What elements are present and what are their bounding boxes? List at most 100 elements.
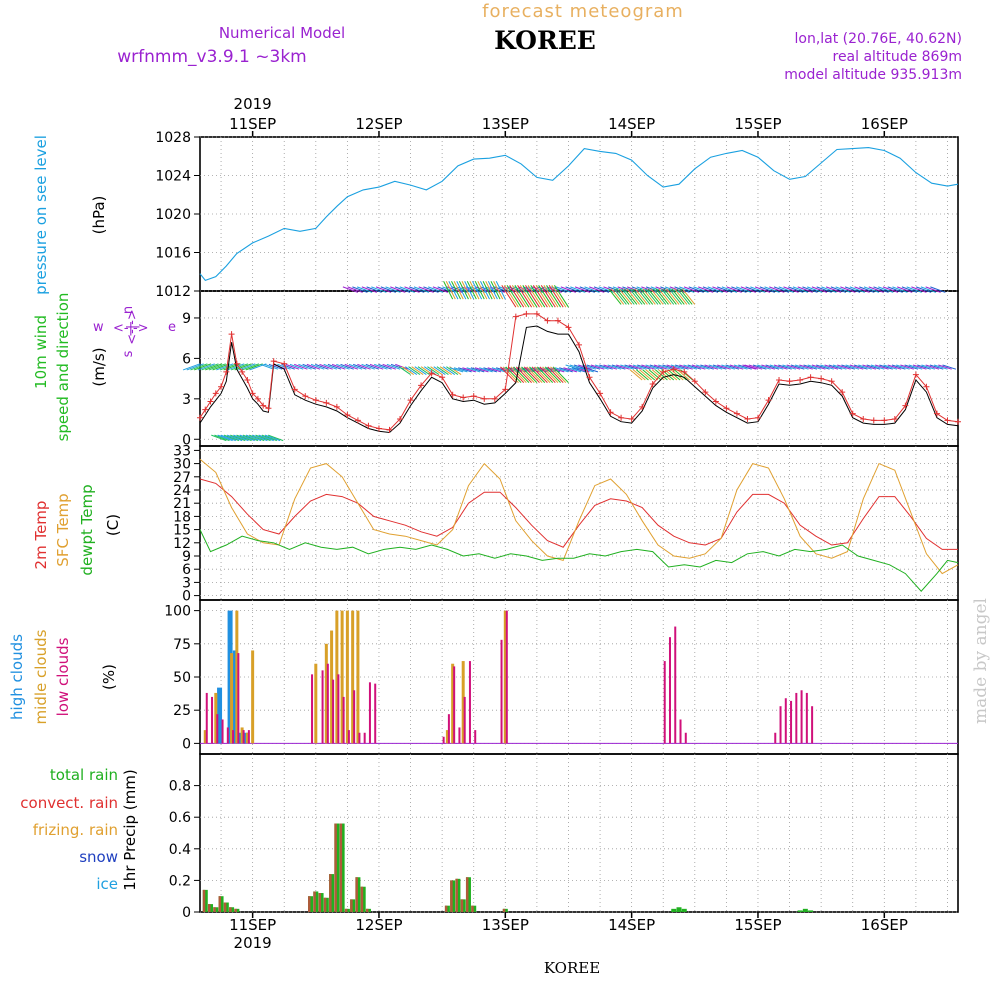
wind-barb bbox=[249, 434, 265, 442]
y-tick-label: 24 bbox=[173, 483, 191, 499]
dewpoint-line bbox=[199, 529, 959, 592]
wind-gust-marker bbox=[197, 414, 203, 421]
wind-gust-marker bbox=[291, 386, 298, 393]
wind-unit-label: (m/s) bbox=[90, 347, 108, 386]
wind-barb bbox=[721, 364, 735, 370]
meteogram-title: forecast meteogram bbox=[482, 1, 684, 22]
wind-barb bbox=[901, 286, 918, 293]
wind-barb bbox=[285, 363, 300, 370]
wind-barb bbox=[738, 364, 752, 370]
wind-barb bbox=[539, 366, 556, 384]
wind-barb bbox=[356, 286, 373, 293]
wind-barb bbox=[217, 434, 233, 442]
wind-barb bbox=[319, 363, 333, 370]
wind-barb bbox=[859, 286, 875, 293]
wind-barb bbox=[925, 364, 940, 370]
wind-barb bbox=[645, 288, 659, 305]
wind-barb bbox=[506, 285, 522, 308]
wind-gust-marker bbox=[460, 394, 467, 401]
wind-barb bbox=[401, 366, 414, 375]
wind-barb bbox=[395, 363, 409, 370]
wind-barb bbox=[242, 434, 259, 442]
precip-total-bar bbox=[808, 910, 814, 912]
precip-total-bar bbox=[797, 910, 803, 912]
wind-barb bbox=[261, 434, 278, 442]
day-label-top: 12SEP bbox=[355, 115, 402, 133]
day-label-bottom: 12SEP bbox=[355, 916, 402, 934]
wind-barb bbox=[294, 363, 308, 370]
cloud-bar bbox=[337, 674, 340, 744]
wind-barb bbox=[920, 286, 937, 293]
y-tick-label: 6 bbox=[182, 351, 191, 367]
wind-gust-marker bbox=[354, 417, 361, 424]
cloud-bar bbox=[311, 674, 314, 744]
wind-gust-marker bbox=[202, 406, 209, 413]
wind-gust-marker bbox=[912, 371, 919, 378]
wind-barb bbox=[214, 434, 230, 442]
day-label-top: 16SEP bbox=[861, 115, 908, 133]
wind-barb bbox=[590, 364, 605, 370]
wind-barb bbox=[456, 281, 467, 300]
wind-barb bbox=[298, 363, 312, 370]
wind-barb bbox=[233, 434, 249, 442]
wind-barb bbox=[908, 364, 923, 370]
wind-barb bbox=[487, 281, 498, 300]
wind-barb bbox=[853, 364, 868, 370]
wind-barb bbox=[858, 364, 872, 370]
wind-gust-marker bbox=[544, 317, 551, 324]
wind-barb bbox=[252, 434, 268, 442]
cloud-bar bbox=[503, 610, 507, 744]
wind-barb bbox=[547, 366, 564, 384]
wind-barb bbox=[582, 364, 596, 370]
wind-barb bbox=[550, 366, 567, 384]
cloud-bar bbox=[205, 692, 208, 744]
wind-barb bbox=[607, 364, 622, 370]
wind-gust-marker bbox=[860, 416, 867, 423]
wind-barb bbox=[208, 363, 226, 371]
precip-total-bar bbox=[671, 908, 677, 912]
wind-barb bbox=[193, 363, 212, 371]
year-label-bottom: 2019 bbox=[234, 934, 272, 952]
precip-convect-bar bbox=[344, 908, 348, 912]
precip-convect-bar bbox=[308, 896, 311, 912]
panel-frame bbox=[199, 445, 959, 601]
wind-barb bbox=[733, 364, 748, 370]
wind-barb bbox=[778, 364, 792, 370]
wind-barb bbox=[542, 366, 559, 384]
y-tick-label: 1012 bbox=[155, 284, 191, 300]
wind-barb bbox=[593, 286, 610, 293]
wind-barb bbox=[569, 364, 584, 370]
wind-barb bbox=[790, 364, 805, 370]
wind-barb bbox=[432, 286, 449, 293]
wind-barb bbox=[754, 286, 771, 293]
wind-barb bbox=[536, 286, 553, 293]
wind-barb bbox=[390, 286, 406, 293]
y-tick-label: 25 bbox=[173, 703, 191, 719]
precip-total-bar bbox=[802, 908, 808, 912]
wind-barb bbox=[742, 364, 757, 370]
wind-barb bbox=[414, 366, 427, 375]
wind-barb bbox=[394, 286, 411, 293]
wind-barb bbox=[673, 369, 687, 381]
wind-barb bbox=[841, 364, 855, 370]
wind-barb bbox=[688, 286, 704, 293]
wind-barb bbox=[696, 364, 710, 370]
wind-barb bbox=[548, 285, 564, 308]
wind-barb bbox=[642, 288, 656, 305]
wind-barb bbox=[436, 366, 449, 375]
wind-gust-marker bbox=[576, 341, 582, 348]
wind-gust-marker bbox=[491, 395, 498, 402]
cloud-bar bbox=[800, 690, 803, 744]
cloud-bar bbox=[203, 730, 207, 744]
cloud-bar bbox=[342, 696, 345, 744]
wind-barb bbox=[917, 364, 931, 370]
wind-barb bbox=[668, 288, 683, 305]
wind-barb bbox=[683, 286, 700, 293]
day-label-bottom: 14SEP bbox=[608, 916, 655, 934]
wind-barb bbox=[626, 288, 640, 305]
wind-barb bbox=[866, 364, 881, 370]
wind-barb bbox=[352, 286, 368, 293]
wind-barb bbox=[489, 286, 505, 293]
y-tick-label: 0.6 bbox=[169, 810, 191, 826]
wind-barb bbox=[474, 367, 489, 373]
